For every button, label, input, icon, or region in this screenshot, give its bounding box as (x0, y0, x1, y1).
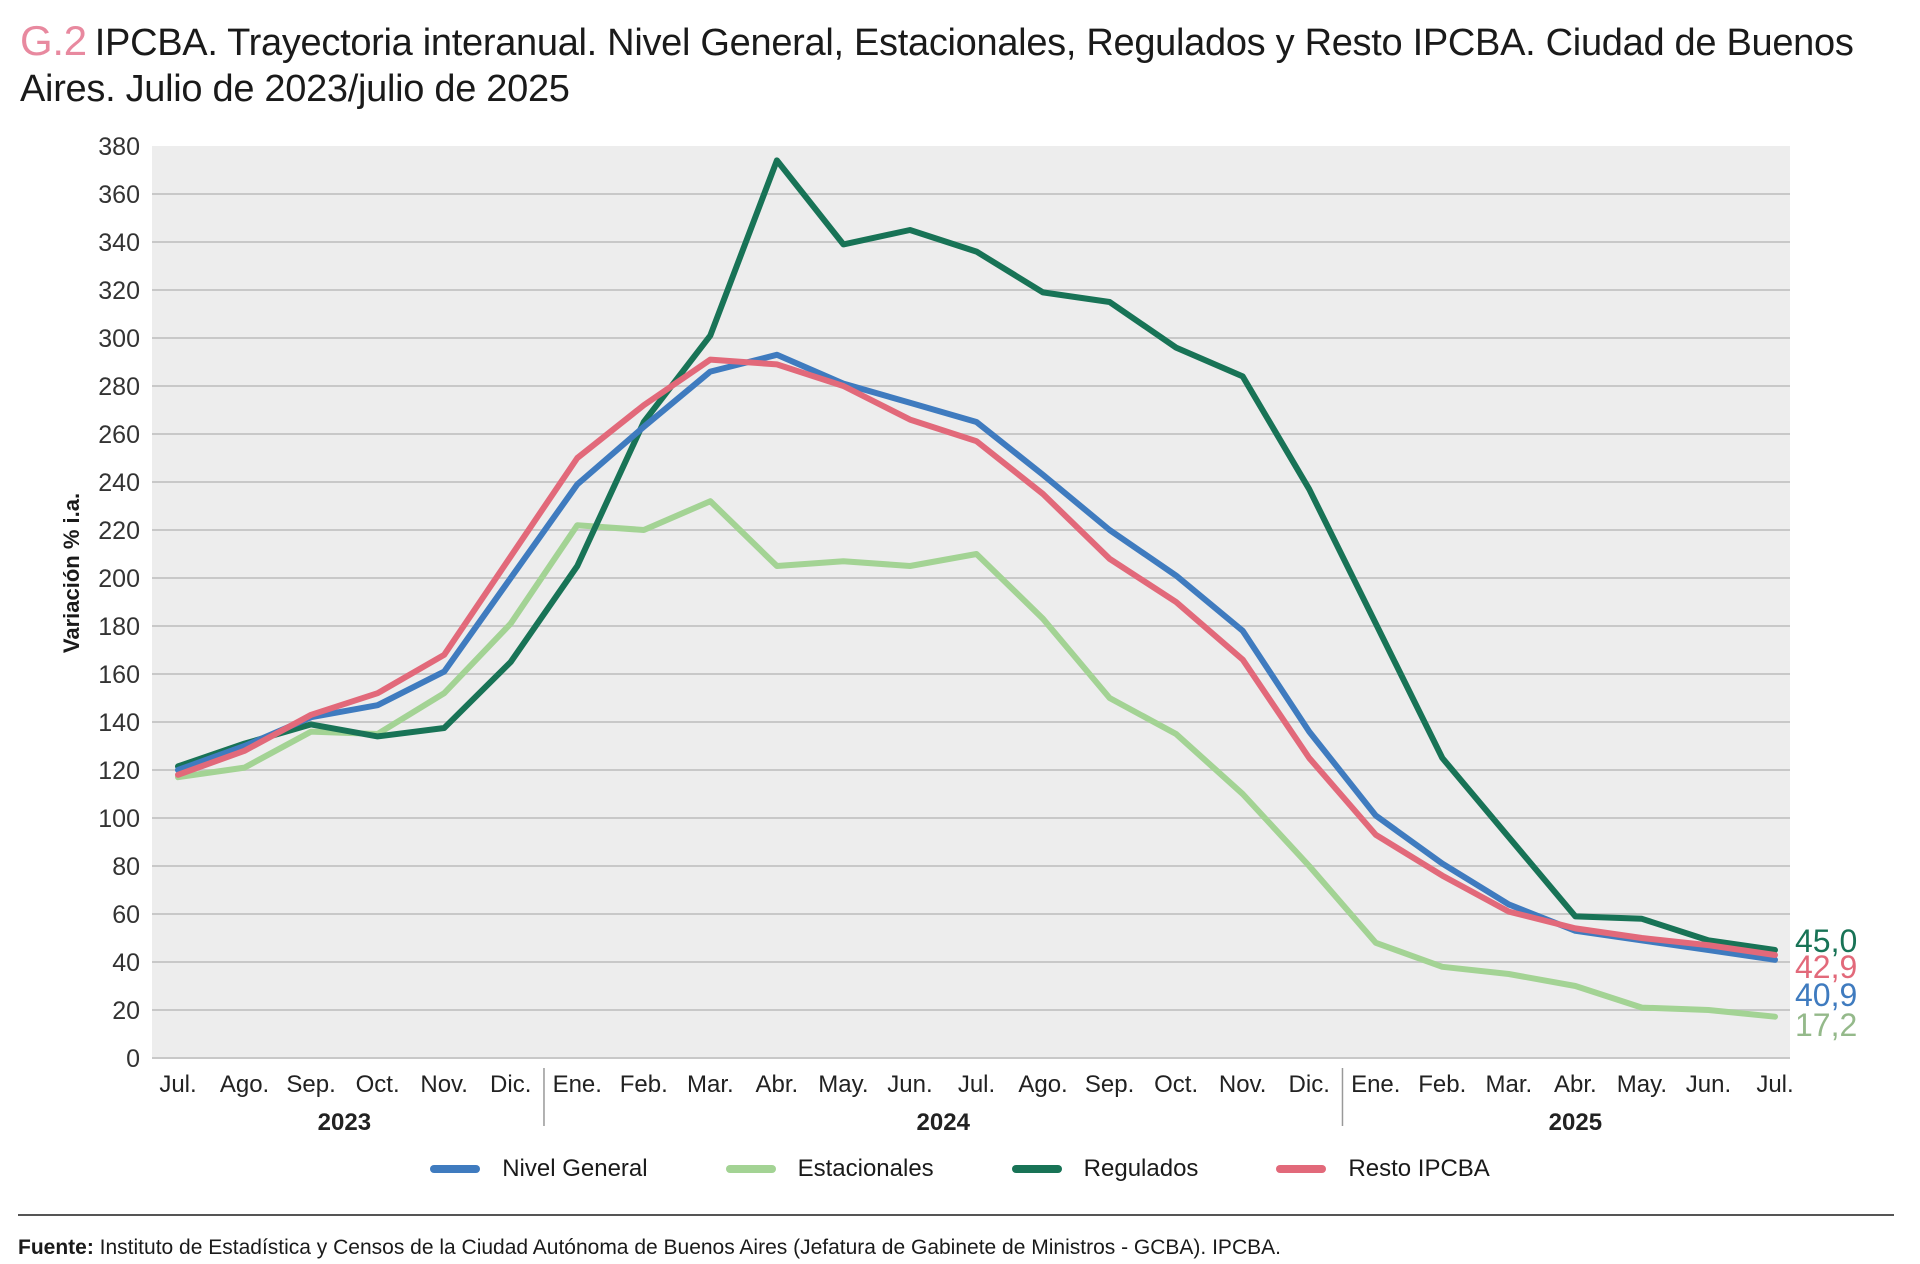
x-tick-label: Ene. (553, 1071, 602, 1098)
series-line-regulados (175, 157, 1778, 953)
y-tick-label: 40 (112, 949, 140, 977)
series-line-estacionales (175, 498, 1778, 1020)
y-tick-label: 80 (112, 853, 140, 881)
y-tick-label: 320 (98, 277, 140, 305)
y-tick-label: 200 (98, 565, 140, 593)
end-value-label: 40,9 (1795, 977, 1857, 1013)
x-tick-label: Sep. (286, 1071, 335, 1098)
y-tick-label: 100 (98, 805, 140, 833)
x-tick-label: Abr. (1554, 1071, 1597, 1098)
x-tick-label: May. (1617, 1071, 1667, 1098)
x-tick-label: Ago. (220, 1071, 269, 1098)
y-tick-label: 380 (98, 133, 140, 161)
x-tick-label: Abr. (756, 1071, 799, 1098)
end-value-label: 45,0 (1795, 923, 1857, 959)
y-tick-label: 300 (98, 325, 140, 353)
y-axis-label: Variación % i.a. (59, 492, 84, 654)
x-tick-label: Jun. (1686, 1071, 1731, 1098)
x-tick-label: Sep. (1085, 1071, 1134, 1098)
x-tick-label: Dic. (490, 1071, 531, 1098)
x-tick-label: Oct. (1154, 1071, 1198, 1098)
legend-item-regulados: Regulados (1011, 1155, 1199, 1183)
legend-item-estacionales: Estacionales (725, 1155, 934, 1183)
source-note: Fuente: Instituto de Estadística y Censo… (18, 1236, 1281, 1260)
x-tick-label: Ene. (1351, 1071, 1400, 1098)
y-tick-label: 60 (112, 901, 140, 929)
x-tick-label: Jun. (887, 1071, 932, 1098)
y-tick-label: 180 (98, 613, 140, 641)
x-tick-label: Mar. (1485, 1071, 1532, 1098)
y-tick-label: 120 (98, 757, 140, 785)
year-label: 2025 (1549, 1109, 1602, 1136)
legend-swatch (1276, 1165, 1327, 1173)
year-label: 2024 (917, 1109, 971, 1136)
x-tick-label: Feb. (620, 1071, 668, 1098)
end-value-label: 42,9 (1795, 949, 1857, 985)
x-tick-label: Ago. (1018, 1071, 1067, 1098)
x-tick-label: Feb. (1418, 1071, 1466, 1098)
y-tick-label: 20 (112, 997, 140, 1025)
y-tick-label: 280 (98, 373, 140, 401)
series-line-resto-ipcba (175, 356, 1778, 958)
y-tick-label: 340 (98, 229, 140, 257)
line-chart: 0 20 40 60 80 100 120 140 160 180 200 220 240 260 280 3… (98, 133, 1857, 1136)
y-tick-label: 220 (98, 517, 140, 545)
legend-label: Estacionales (797, 1155, 934, 1182)
chart-title-text: IPCBA. Trayectoria interanual. Nivel Gen… (20, 22, 1854, 110)
year-label: 2023 (318, 1109, 371, 1136)
x-tick-label: Jul. (1756, 1071, 1793, 1098)
legend: Nivel General Estacionales Regulados Res… (0, 1155, 1920, 1183)
y-tick-label: 0 (126, 1045, 140, 1073)
legend-item-resto-ipcba: Resto IPCBA (1276, 1155, 1490, 1183)
x-tick-label: Jul. (958, 1071, 995, 1098)
x-tick-label: Mar. (687, 1071, 734, 1098)
legend-swatch (725, 1165, 776, 1173)
y-tick-label: 240 (98, 469, 140, 497)
chart-title: G.2 IPCBA. Trayectoria interanual. Nivel … (20, 18, 1900, 112)
legend-swatch (1011, 1165, 1062, 1173)
x-tick-label: May. (818, 1071, 868, 1098)
x-tick-label: Nov. (1219, 1071, 1267, 1098)
x-tick-label: Nov. (420, 1071, 468, 1098)
footer-divider (18, 1214, 1894, 1216)
x-tick-label: Oct. (356, 1071, 400, 1098)
legend-item-nivel-general: Nivel General (430, 1155, 648, 1183)
y-tick-label: 260 (98, 421, 140, 449)
source-text: Instituto de Estadística y Censos de la … (99, 1236, 1281, 1259)
legend-swatch (430, 1165, 481, 1173)
chart-code: G.2 (20, 17, 87, 64)
legend-label: Nivel General (502, 1155, 648, 1182)
y-tick-label: 160 (98, 661, 140, 689)
end-value-label: 17,2 (1795, 1007, 1857, 1043)
y-tick-label: 140 (98, 709, 140, 737)
x-tick-label: Jul. (159, 1071, 196, 1098)
legend-label: Regulados (1083, 1155, 1199, 1182)
y-tick-label: 360 (98, 181, 140, 209)
series-line-nivel-general (175, 351, 1778, 963)
x-tick-label: Dic. (1289, 1071, 1330, 1098)
legend-label: Resto IPCBA (1348, 1155, 1490, 1182)
source-label: Fuente: (18, 1236, 94, 1259)
